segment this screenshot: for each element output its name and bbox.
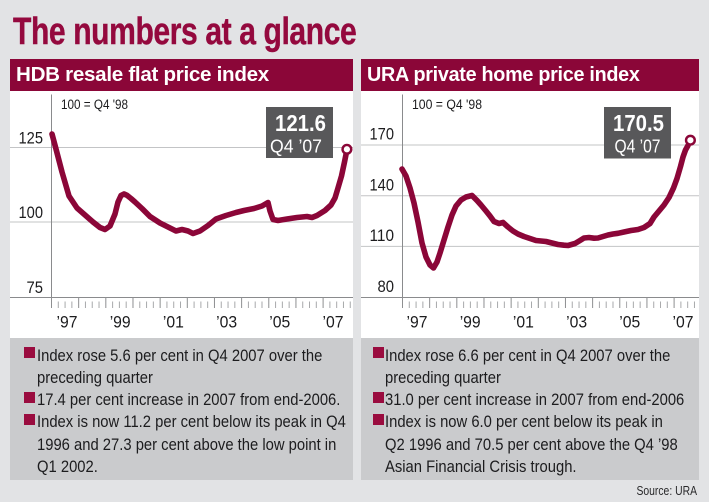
svg-text:Q4 ’07: Q4 ’07 <box>270 136 322 156</box>
svg-text:100 = Q4 '98: 100 = Q4 '98 <box>61 97 128 112</box>
svg-text:Q4 ’07: Q4 ’07 <box>615 136 661 156</box>
svg-text:’97: ’97 <box>57 313 78 332</box>
svg-text:’05: ’05 <box>619 313 640 332</box>
svg-text:110: 110 <box>370 226 395 245</box>
svg-text:’01: ’01 <box>513 313 534 332</box>
svg-text:100: 100 <box>19 203 44 222</box>
svg-text:140: 140 <box>370 175 395 194</box>
svg-text:75: 75 <box>27 278 44 297</box>
svg-text:’05: ’05 <box>269 313 290 332</box>
svg-text:’03: ’03 <box>566 313 587 332</box>
svg-text:80: 80 <box>378 277 395 296</box>
svg-text:’07: ’07 <box>323 313 344 332</box>
svg-text:’97: ’97 <box>407 313 428 332</box>
svg-text:’07: ’07 <box>673 313 694 332</box>
svg-text:100 = Q4 '98: 100 = Q4 '98 <box>412 97 482 112</box>
svg-text:’03: ’03 <box>216 313 237 332</box>
svg-text:’99: ’99 <box>460 313 481 332</box>
svg-text:125: 125 <box>19 129 44 148</box>
svg-text:170.5: 170.5 <box>613 110 664 136</box>
svg-text:’01: ’01 <box>163 313 184 332</box>
svg-text:’99: ’99 <box>110 313 131 332</box>
svg-text:170: 170 <box>370 125 395 144</box>
svg-text:121.6: 121.6 <box>275 110 326 136</box>
